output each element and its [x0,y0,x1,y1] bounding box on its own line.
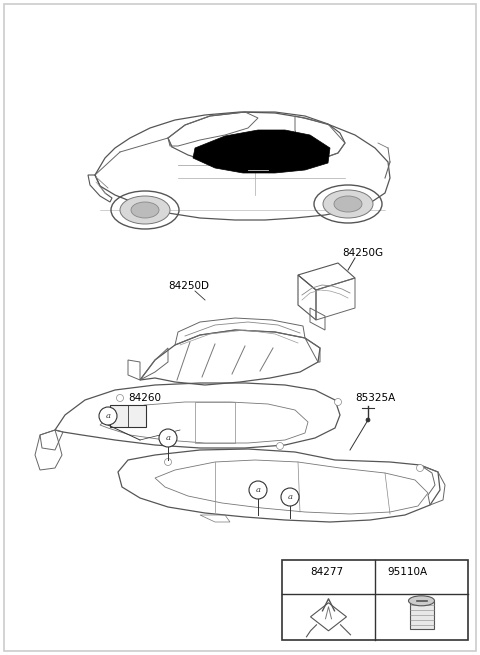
Circle shape [335,398,341,405]
Circle shape [366,418,370,422]
Text: 84250D: 84250D [168,281,209,291]
Ellipse shape [408,596,434,606]
Polygon shape [193,130,330,173]
FancyBboxPatch shape [282,560,468,640]
Circle shape [281,488,299,506]
Text: a: a [106,412,110,420]
Circle shape [289,564,305,580]
Ellipse shape [120,196,170,224]
Ellipse shape [323,190,373,218]
Ellipse shape [334,196,362,212]
Circle shape [165,458,171,466]
Circle shape [417,464,423,472]
Text: a: a [288,493,292,501]
Text: a: a [166,434,170,442]
Circle shape [276,443,284,449]
Text: 84250G: 84250G [342,248,383,258]
Ellipse shape [131,202,159,218]
Circle shape [99,407,117,425]
FancyBboxPatch shape [409,601,433,629]
FancyBboxPatch shape [110,405,146,427]
Text: a: a [295,568,300,576]
Text: 85325A: 85325A [355,393,395,403]
Circle shape [249,481,267,499]
Circle shape [159,429,177,447]
Circle shape [117,394,123,402]
Text: 95110A: 95110A [387,567,427,577]
Text: 84277: 84277 [310,567,343,577]
Text: a: a [255,486,261,494]
Text: 84260: 84260 [128,393,161,403]
